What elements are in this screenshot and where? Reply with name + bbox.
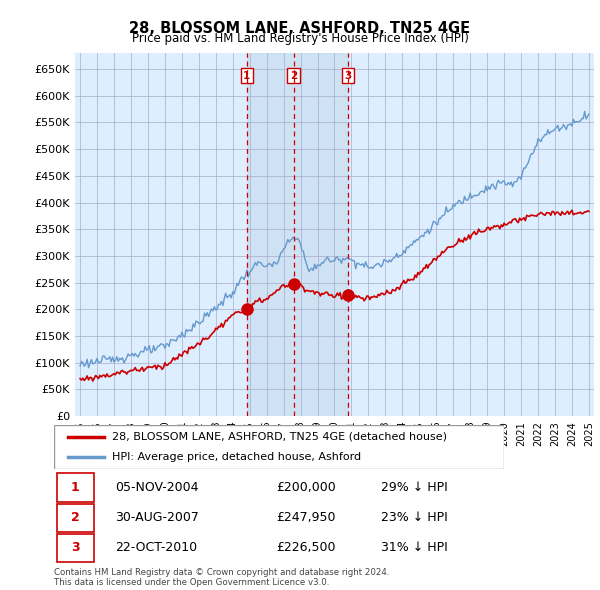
Text: 22-OCT-2010: 22-OCT-2010	[115, 542, 197, 555]
Text: 28, BLOSSOM LANE, ASHFORD, TN25 4GE: 28, BLOSSOM LANE, ASHFORD, TN25 4GE	[130, 21, 470, 35]
Text: 31% ↓ HPI: 31% ↓ HPI	[382, 542, 448, 555]
Text: 3: 3	[71, 542, 79, 555]
Text: 3: 3	[344, 71, 352, 80]
Text: HPI: Average price, detached house, Ashford: HPI: Average price, detached house, Ashf…	[113, 452, 362, 462]
Text: Contains HM Land Registry data © Crown copyright and database right 2024.: Contains HM Land Registry data © Crown c…	[54, 568, 389, 576]
Text: 30-AUG-2007: 30-AUG-2007	[115, 511, 199, 525]
Text: £247,950: £247,950	[276, 511, 335, 525]
Text: £200,000: £200,000	[276, 481, 335, 494]
FancyBboxPatch shape	[56, 503, 94, 532]
Text: 1: 1	[71, 481, 79, 494]
Text: 2: 2	[290, 71, 297, 80]
Text: 29% ↓ HPI: 29% ↓ HPI	[382, 481, 448, 494]
Text: 23% ↓ HPI: 23% ↓ HPI	[382, 511, 448, 525]
Bar	[247, 53, 348, 416]
Text: This data is licensed under the Open Government Licence v3.0.: This data is licensed under the Open Gov…	[54, 578, 329, 587]
Text: Price paid vs. HM Land Registry's House Price Index (HPI): Price paid vs. HM Land Registry's House …	[131, 32, 469, 45]
Text: 28, BLOSSOM LANE, ASHFORD, TN25 4GE (detached house): 28, BLOSSOM LANE, ASHFORD, TN25 4GE (det…	[113, 432, 448, 442]
Text: £226,500: £226,500	[276, 542, 335, 555]
FancyBboxPatch shape	[56, 534, 94, 562]
Text: 1: 1	[243, 71, 250, 80]
Text: 2: 2	[71, 511, 79, 525]
FancyBboxPatch shape	[56, 473, 94, 501]
FancyBboxPatch shape	[54, 425, 504, 469]
Text: 05-NOV-2004: 05-NOV-2004	[115, 481, 198, 494]
